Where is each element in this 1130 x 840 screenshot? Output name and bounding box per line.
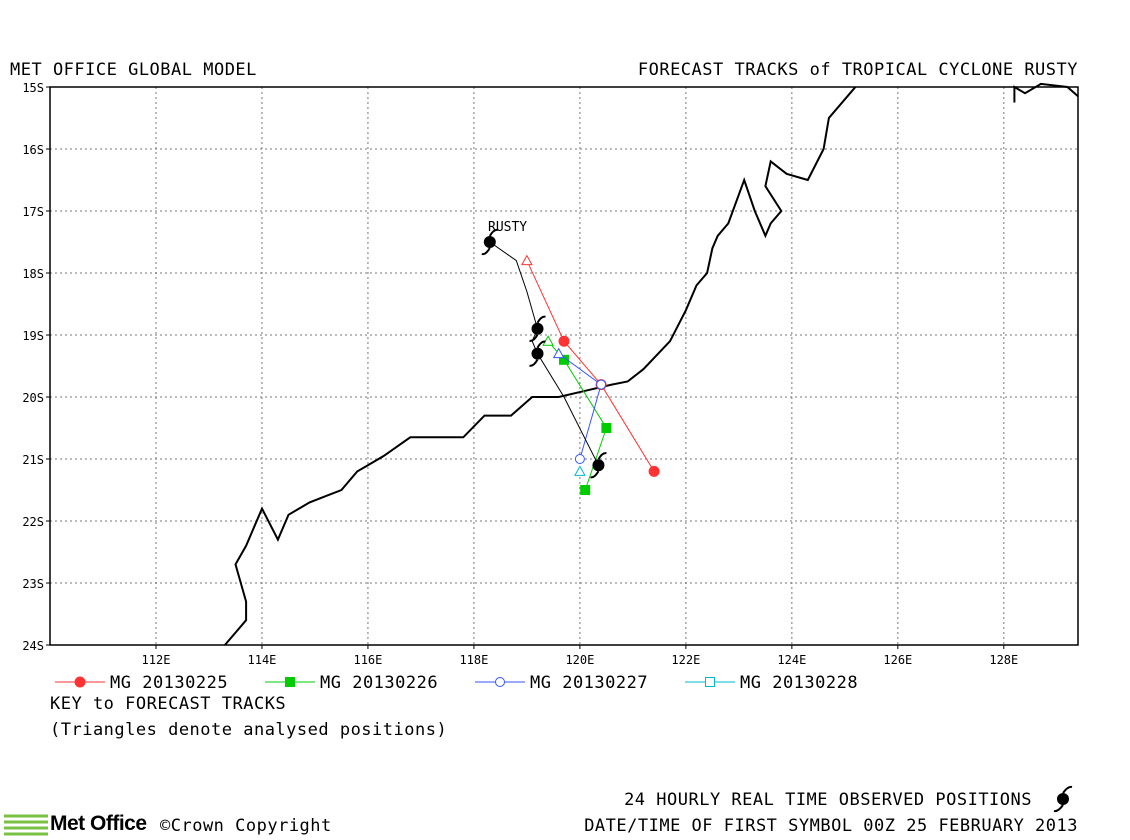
tick-label-lon: 118E bbox=[459, 653, 488, 667]
tick-label-lon: 128E bbox=[989, 653, 1018, 667]
header-left-title: MET OFFICE GLOBAL MODEL bbox=[10, 60, 257, 80]
cyclone-symbol-arm bbox=[529, 359, 539, 367]
tick-label-lat: 20S bbox=[22, 391, 44, 405]
tick-label-lat: 21S bbox=[22, 453, 44, 467]
cyclone-symbol-icon bbox=[529, 340, 546, 367]
legend-label-20130225: MG 20130225 bbox=[110, 673, 229, 693]
forecast-position-marker bbox=[601, 423, 612, 433]
legend-label-20130228: MG 20130228 bbox=[740, 673, 859, 693]
map-grid bbox=[46, 86, 1078, 649]
analysed-position-marker bbox=[521, 254, 533, 266]
tick-label-lat: 15S bbox=[22, 81, 44, 95]
storm-name-label: RUSTY bbox=[488, 220, 527, 235]
cyclone-symbol-arm bbox=[529, 334, 539, 342]
cyclone-symbol-icon bbox=[529, 315, 546, 342]
forecast-track-line bbox=[526, 260, 655, 472]
cyclone-symbol-core bbox=[483, 236, 496, 248]
tick-label-lon: 124E bbox=[777, 653, 806, 667]
tick-label-lon: 112E bbox=[142, 653, 171, 667]
analysed-position-marker bbox=[552, 347, 565, 359]
tick-label-lon: 126E bbox=[883, 653, 912, 667]
forecast-position-marker bbox=[648, 465, 660, 477]
met-office-logo-icon bbox=[4, 814, 48, 836]
tick-label-lon: 122E bbox=[671, 653, 700, 667]
map-frame bbox=[49, 86, 1079, 646]
tick-label-lat: 16S bbox=[22, 143, 44, 157]
coastline bbox=[224, 82, 1079, 646]
legend-label-20130227: MG 20130227 bbox=[530, 673, 649, 693]
first-symbol-datetime: DATE/TIME OF FIRST SYMBOL 00Z 25 FEBRUAR… bbox=[584, 816, 1078, 836]
cyclone-symbol-icon bbox=[590, 452, 607, 479]
forecast-position-marker bbox=[580, 485, 591, 495]
cyclone-symbol-core bbox=[531, 322, 544, 335]
cyclone-symbol-arm bbox=[536, 340, 546, 349]
cyclone-symbol-arm bbox=[481, 247, 491, 256]
tick-label-lat: 18S bbox=[22, 267, 44, 281]
legend-marker bbox=[495, 677, 505, 687]
observed-positions-note: 24 HOURLY REAL TIME OBSERVED POSITIONS bbox=[624, 790, 1032, 810]
tick-label-lon: 114E bbox=[248, 653, 277, 667]
tick-label-lon: 120E bbox=[565, 653, 594, 667]
legend-label-20130226: MG 20130226 bbox=[320, 673, 439, 693]
cyclone-symbol-core bbox=[531, 347, 544, 360]
cyclone-symbol-arm bbox=[590, 470, 600, 479]
met-office-logo-text: Met Office bbox=[50, 812, 147, 835]
tick-label-lat: 24S bbox=[22, 639, 44, 653]
legend-key-title: KEY to FORECAST TRACKS bbox=[50, 694, 287, 714]
legend-marker bbox=[285, 677, 295, 687]
axis-tick-labels: 112E 114E 116E 118E 120E 122E 124E 126E 128E 15S 1… bbox=[22, 81, 1018, 667]
cyclone-symbol-arm bbox=[536, 315, 546, 324]
legend-key-note: (Triangles denote analysed positions) bbox=[50, 720, 448, 740]
cyclone-symbol-arm bbox=[597, 452, 607, 460]
cyclone-symbol-icon bbox=[1053, 785, 1073, 813]
legend-markers bbox=[55, 676, 735, 688]
tick-label-lat: 19S bbox=[22, 329, 44, 343]
cyclone-symbol-core bbox=[592, 459, 605, 472]
observed-track bbox=[481, 228, 607, 479]
tick-label-lat: 23S bbox=[22, 577, 44, 591]
cyclone-symbol-icon bbox=[481, 228, 499, 256]
coastline-northeast bbox=[1013, 82, 1079, 103]
observed-track-line bbox=[489, 241, 599, 466]
tick-label-lat: 17S bbox=[22, 205, 44, 219]
copyright-text: ©Crown Copyright bbox=[160, 816, 332, 836]
forecast-position-marker bbox=[558, 335, 570, 347]
forecast-position-marker bbox=[574, 454, 585, 464]
legend-marker bbox=[74, 676, 86, 688]
forecast-position-marker bbox=[559, 354, 569, 365]
legend-marker bbox=[705, 677, 715, 687]
forecast-position-marker bbox=[596, 379, 607, 390]
tick-label-lat: 22S bbox=[22, 515, 44, 529]
cyclone-symbol-arm bbox=[488, 228, 499, 237]
tick-label-lon: 116E bbox=[353, 653, 382, 667]
header-right-title: FORECAST TRACKS of TROPICAL CYCLONE RUST… bbox=[637, 60, 1078, 80]
analysed-position-marker bbox=[574, 465, 586, 476]
coastline-mainland bbox=[224, 86, 857, 646]
